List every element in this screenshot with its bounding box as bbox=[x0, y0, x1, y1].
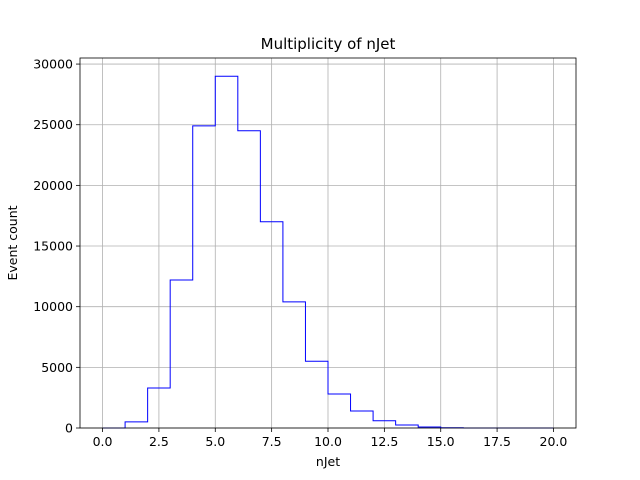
axis-ticks: 0.0 2.5 5.0 7.5 10.0 12.5 15.0 17.5 20.0 0 5000 100… bbox=[33, 57, 567, 449]
y-axis-label: Event count bbox=[5, 205, 20, 280]
x-tick-label: 12.5 bbox=[370, 434, 398, 449]
x-tick-label: 2.5 bbox=[149, 434, 169, 449]
x-tick-label: 7.5 bbox=[262, 434, 282, 449]
y-tick-label: 5000 bbox=[41, 360, 73, 375]
y-tick-label: 10000 bbox=[33, 299, 73, 314]
y-tick-label: 20000 bbox=[33, 178, 73, 193]
x-tick-label: 0.0 bbox=[93, 434, 113, 449]
y-tick-label: 25000 bbox=[33, 117, 73, 132]
x-tick-label: 17.5 bbox=[483, 434, 511, 449]
x-tick-label: 15.0 bbox=[427, 434, 455, 449]
y-tick-label: 0 bbox=[65, 421, 73, 436]
x-tick-label: 20.0 bbox=[540, 434, 568, 449]
y-tick-label: 15000 bbox=[33, 239, 73, 254]
x-tick-label: 5.0 bbox=[205, 434, 225, 449]
grid-lines bbox=[80, 58, 576, 429]
x-tick-label: 10.0 bbox=[314, 434, 342, 449]
y-tick-label: 30000 bbox=[33, 57, 73, 72]
chart-title: Multiplicity of nJet bbox=[261, 35, 396, 53]
x-axis-label: nJet bbox=[316, 454, 340, 469]
